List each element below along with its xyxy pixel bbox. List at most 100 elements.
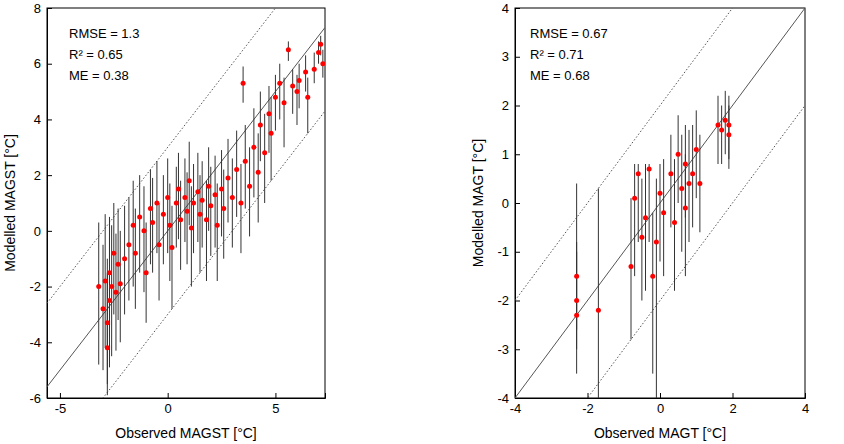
point: [629, 264, 634, 269]
error-bar: [264, 114, 265, 203]
point: [672, 220, 677, 225]
y-tick-label: 1: [502, 147, 509, 162]
point: [256, 170, 261, 175]
point: [178, 217, 183, 222]
y-tick: 2: [34, 168, 52, 183]
x-axis-line: [516, 393, 806, 399]
error-bar: [98, 223, 99, 365]
point: [96, 284, 101, 289]
error-bar: [240, 164, 241, 253]
annotation: ME = 0.38: [69, 68, 129, 83]
point: [165, 195, 170, 200]
y-tick-mark: [515, 203, 520, 204]
x-tick-label: 0: [657, 401, 664, 416]
error-bar: [299, 64, 300, 109]
y-tick-label: 3: [502, 49, 509, 64]
point: [294, 89, 299, 94]
point: [574, 298, 579, 303]
y-tick-label: 2: [502, 98, 509, 113]
y-axis-line: [516, 9, 521, 399]
y-tick-label: 0: [34, 224, 41, 239]
error-bar: [598, 188, 599, 398]
error-bar: [660, 164, 661, 262]
point: [726, 132, 731, 137]
point: [213, 192, 218, 197]
error-bar: [150, 170, 151, 265]
x-axis-title: Observed MAGST [°C]: [115, 425, 257, 441]
panel: -4-2024-4-3-2-101234Observed MAGT [°C]Mo…: [470, 0, 809, 444]
y-tick: -2: [29, 279, 52, 294]
y-tick: -6: [29, 391, 52, 406]
error-bar: [139, 175, 140, 273]
panel: -505-6-4-202468Observed MAGST [°C]Modell…: [2, 0, 326, 444]
error-bar: [184, 158, 185, 242]
y-tick-mark: [515, 106, 520, 107]
error-bar: [670, 135, 671, 228]
x-tick-label: -2: [582, 401, 594, 416]
y-tick-mark: [47, 175, 52, 176]
y-axis-title: Modelled MAGST [°C]: [2, 134, 18, 272]
point: [167, 223, 172, 228]
y-tick-mark: [47, 119, 52, 120]
error-bar: [663, 159, 664, 276]
error-bar: [152, 178, 153, 273]
error-bar: [271, 97, 272, 181]
point: [726, 123, 731, 128]
point: [157, 242, 162, 247]
point: [243, 159, 248, 164]
annotation: RMSE = 1.3: [69, 26, 139, 41]
error-bar: [202, 161, 203, 247]
error-bar: [111, 225, 112, 356]
y-tick: 3: [502, 49, 520, 64]
point: [316, 50, 321, 55]
point: [723, 118, 728, 123]
point: [596, 308, 601, 313]
point: [690, 171, 695, 176]
point: [161, 212, 166, 217]
x-tick: 5: [272, 393, 279, 416]
error-bar: [236, 131, 237, 217]
point: [204, 217, 209, 222]
error-bar: [649, 164, 650, 242]
y-tick-label: -1: [497, 244, 509, 259]
x-tick: -5: [55, 393, 67, 416]
reference-line: [515, 106, 805, 399]
error-bar: [178, 153, 179, 239]
point: [150, 220, 155, 225]
point: [303, 70, 308, 75]
x-axis-title: Observed MAGT [°C]: [594, 425, 726, 441]
y-tick: 0: [34, 224, 52, 239]
point: [174, 201, 179, 206]
x-tick: -2: [582, 393, 594, 416]
point: [247, 184, 252, 189]
reference-line: [515, 8, 805, 301]
error-bar: [200, 175, 201, 273]
point: [574, 313, 579, 318]
y-axis-line: [48, 9, 53, 399]
annotation: ME = 0.68: [530, 68, 590, 83]
point: [137, 214, 142, 219]
y-tick: 2: [502, 98, 520, 113]
error-bar: [163, 175, 164, 264]
y-tick: -3: [497, 342, 520, 357]
point: [679, 186, 684, 191]
plot-frame: [515, 8, 805, 398]
point: [639, 235, 644, 240]
x-tick-mark: [805, 393, 806, 398]
point: [312, 67, 317, 72]
error-bar: [143, 186, 144, 292]
point: [103, 279, 108, 284]
point: [716, 123, 721, 128]
point: [658, 191, 663, 196]
point: [198, 212, 203, 217]
point: [230, 195, 235, 200]
error-bar: [113, 203, 114, 314]
error-bar: [159, 203, 160, 301]
reference-line: [47, 28, 325, 387]
point: [154, 201, 159, 206]
point: [266, 111, 271, 116]
y-tick-label: 2: [34, 168, 41, 183]
point: [269, 131, 274, 136]
x-tick-mark: [60, 393, 61, 398]
error-bar: [232, 158, 233, 247]
